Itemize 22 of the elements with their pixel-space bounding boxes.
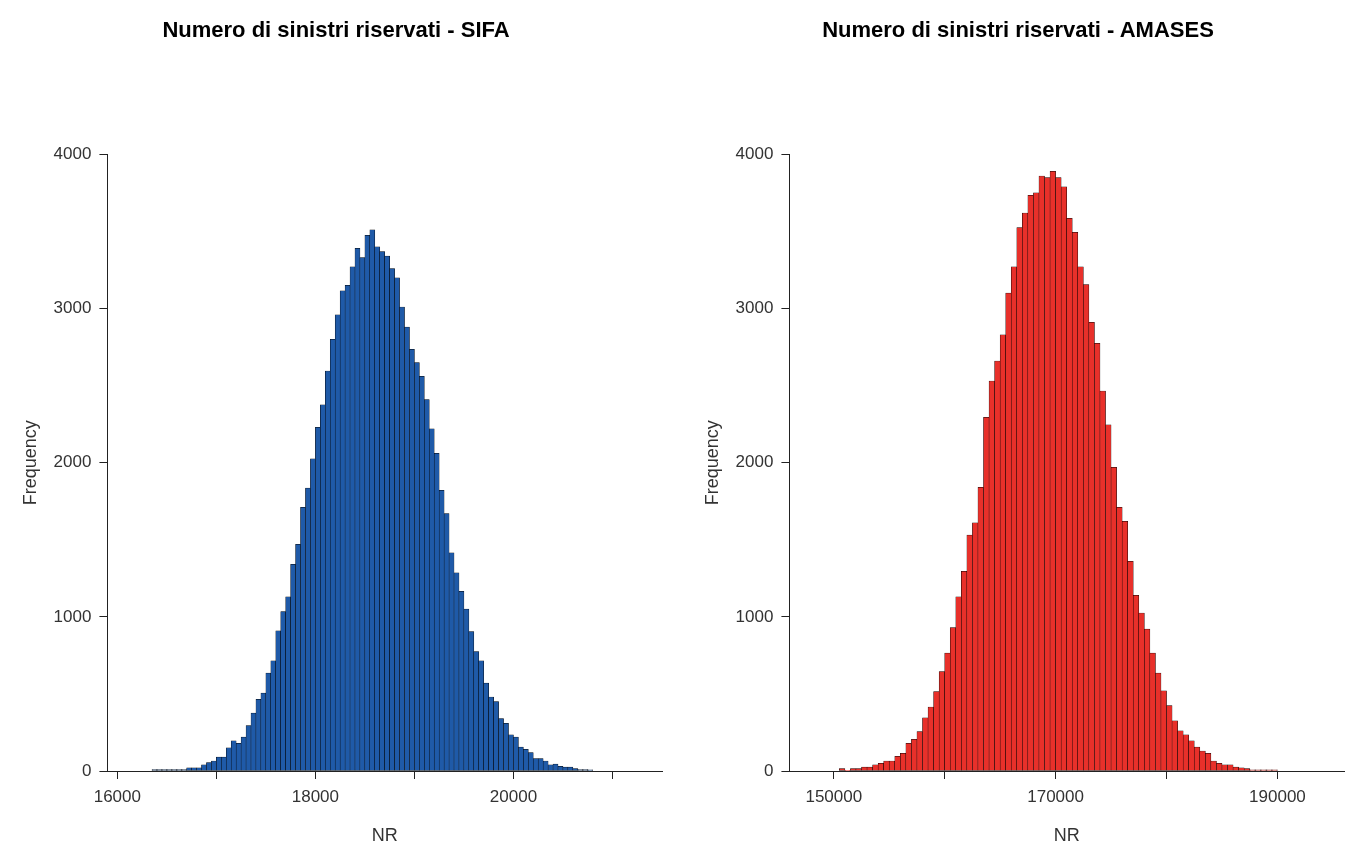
- y-tick-label: 3000: [53, 298, 92, 318]
- x-axis-title: NR: [371, 825, 398, 846]
- x-tick-label: 18000: [291, 786, 340, 806]
- y-axis-title: Frequency: [19, 420, 40, 506]
- x-tick-label: 20000: [489, 786, 538, 806]
- y-tick-label: 4000: [735, 144, 774, 164]
- y-tick-label: 3000: [735, 298, 774, 318]
- x-tick-label: 190000: [1249, 786, 1306, 806]
- y-tick-label: 0: [763, 760, 774, 780]
- y-tick-label: 1000: [53, 606, 92, 626]
- x-axis-title: NR: [1053, 825, 1080, 846]
- y-tick-label: 1000: [735, 606, 774, 626]
- x-tick-label: 150000: [805, 786, 863, 806]
- y-axis-title: Frequency: [701, 420, 722, 506]
- y-tick-label: 0: [81, 760, 92, 780]
- x-tick-label: 170000: [1027, 786, 1084, 806]
- chart-title: Numero di sinistri riservati - SIFA: [162, 17, 510, 43]
- y-tick-label: 4000: [53, 144, 92, 164]
- x-tick-label: 16000: [93, 786, 141, 806]
- chart-title: Numero di sinistri riservati - AMASES: [822, 17, 1214, 43]
- y-tick-label: 2000: [53, 452, 92, 472]
- y-tick-label: 2000: [735, 452, 774, 472]
